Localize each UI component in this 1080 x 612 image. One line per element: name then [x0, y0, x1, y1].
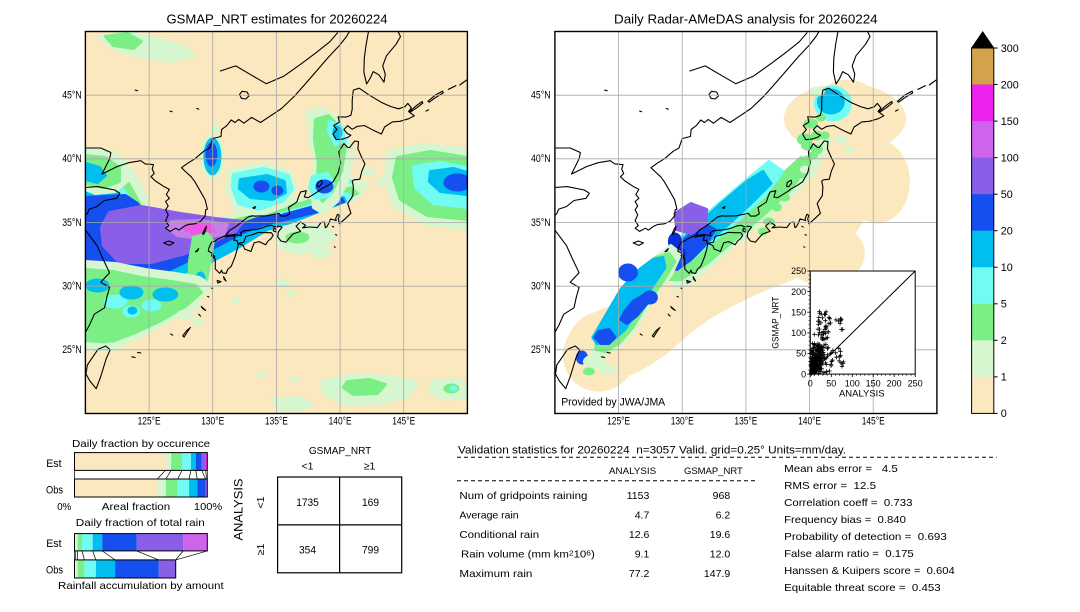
svg-text:Probability of detection = 0.: Probability of detection = 0.693	[784, 532, 947, 543]
svg-text:9.1: 9.1	[635, 548, 650, 560]
svg-text:0: 0	[808, 378, 813, 388]
svg-text:50: 50	[1001, 189, 1013, 201]
svg-text:1153: 1153	[627, 490, 650, 502]
svg-text:Conditional rain: Conditional rain	[459, 530, 539, 541]
svg-text:45°N: 45°N	[62, 90, 82, 102]
svg-text:200: 200	[887, 378, 902, 388]
svg-text:968: 968	[713, 490, 731, 502]
svg-text:25°N: 25°N	[62, 344, 82, 356]
svg-text:ANALYSIS: ANALYSIS	[839, 389, 885, 399]
svg-text:35°N: 35°N	[62, 217, 82, 229]
svg-text:RMS error = 12.5: RMS error = 12.5	[784, 481, 876, 492]
svg-text:4.7: 4.7	[635, 509, 650, 521]
svg-text:130°E: 130°E	[201, 415, 224, 427]
svg-text:Provided by JWA/JMA: Provided by JWA/JMA	[561, 397, 666, 409]
svg-text:GSMAP_NRT: GSMAP_NRT	[309, 446, 372, 457]
svg-text:≥1: ≥1	[255, 544, 267, 556]
svg-text:10: 10	[1001, 262, 1013, 274]
svg-text:Obs: Obs	[46, 485, 63, 497]
svg-text:25°N: 25°N	[531, 344, 551, 356]
svg-text:2: 2	[1001, 335, 1007, 347]
svg-text:145°E: 145°E	[862, 415, 885, 427]
svg-text:GSMAP_NRT estimates for 202602: GSMAP_NRT estimates for 20260224	[167, 12, 388, 27]
svg-text:250: 250	[791, 266, 806, 276]
svg-text:1735: 1735	[296, 497, 319, 509]
svg-text:125°E: 125°E	[138, 415, 161, 427]
svg-text:ANALYSIS: ANALYSIS	[609, 466, 656, 477]
svg-text:35°N: 35°N	[531, 217, 551, 229]
svg-text:20: 20	[1001, 226, 1013, 238]
svg-text:ANALYSIS: ANALYSIS	[234, 478, 246, 540]
svg-text:1: 1	[1001, 372, 1007, 384]
svg-text:19.6: 19.6	[710, 529, 731, 541]
svg-text:5: 5	[1001, 299, 1007, 311]
svg-text:135°E: 135°E	[265, 415, 288, 427]
svg-text:Frequency bias = 0.840: Frequency bias = 0.840	[784, 515, 906, 526]
svg-text:Areal fraction: Areal fraction	[102, 502, 171, 513]
svg-text:40°N: 40°N	[531, 153, 551, 165]
svg-text:Mean abs error = 4.5: Mean abs error = 4.5	[784, 464, 898, 475]
svg-text:Validation statistics for 2026: Validation statistics for 20260224 n=305…	[458, 445, 846, 457]
svg-text:40°N: 40°N	[62, 153, 82, 165]
svg-text:125°E: 125°E	[607, 415, 630, 427]
svg-text:354: 354	[299, 545, 316, 557]
svg-text:Equitable threat score = 0.45: Equitable threat score = 0.453	[784, 583, 941, 594]
svg-text:200: 200	[791, 287, 806, 297]
svg-text:140°E: 140°E	[329, 415, 352, 427]
svg-text:≥1: ≥1	[364, 461, 376, 473]
svg-text:45°N: 45°N	[531, 90, 551, 102]
svg-text:Daily fraction of total rain: Daily fraction of total rain	[76, 518, 205, 529]
svg-text:799: 799	[362, 545, 379, 557]
svg-text:200: 200	[1001, 79, 1019, 91]
svg-text:0: 0	[1001, 408, 1007, 420]
svg-text:135°E: 135°E	[734, 415, 757, 427]
svg-text:150: 150	[791, 307, 806, 317]
svg-text:140°E: 140°E	[798, 415, 821, 427]
svg-text:169: 169	[362, 497, 379, 509]
svg-text:6.2: 6.2	[716, 509, 731, 521]
svg-text:30°N: 30°N	[62, 281, 82, 293]
svg-text:GSMAP_NRT: GSMAP_NRT	[684, 466, 743, 477]
svg-text:False alarm ratio = 0.175: False alarm ratio = 0.175	[784, 549, 914, 560]
svg-text:0: 0	[801, 369, 806, 379]
svg-text:Rainfall accumulation by amoun: Rainfall accumulation by amount	[58, 581, 224, 592]
svg-text:Daily Radar-AMeDAS analysis fo: Daily Radar-AMeDAS analysis for 20260224	[614, 12, 878, 27]
svg-text:12.0: 12.0	[710, 548, 731, 560]
svg-text:Average rain: Average rain	[459, 510, 518, 521]
svg-text:50: 50	[826, 378, 836, 388]
svg-text:100%: 100%	[194, 502, 222, 513]
svg-text:Daily fraction by occurence: Daily fraction by occurence	[72, 439, 210, 450]
svg-text:GSMAP_NRT: GSMAP_NRT	[771, 296, 781, 348]
svg-text:Est: Est	[46, 538, 61, 550]
svg-text:Obs: Obs	[46, 565, 63, 577]
svg-text:Maximum rain: Maximum rain	[459, 569, 532, 580]
svg-text:300: 300	[1001, 43, 1019, 55]
svg-text:0%: 0%	[57, 502, 71, 513]
svg-text:100: 100	[1001, 152, 1019, 164]
svg-text:77.2: 77.2	[629, 568, 650, 580]
svg-text:Correlation coeff = 0.733: Correlation coeff = 0.733	[784, 498, 913, 509]
svg-text:150: 150	[1001, 116, 1019, 128]
svg-text:<1: <1	[255, 496, 267, 508]
svg-text:130°E: 130°E	[671, 415, 694, 427]
svg-text:<1: <1	[302, 461, 314, 473]
svg-text:Num of gridpoints raining: Num of gridpoints raining	[459, 491, 587, 502]
svg-text:145°E: 145°E	[392, 415, 415, 427]
svg-text:12.6: 12.6	[629, 529, 650, 541]
svg-text:147.9: 147.9	[704, 568, 730, 580]
svg-text:Hanssen & Kuipers score = 0.6: Hanssen & Kuipers score = 0.604	[784, 566, 955, 577]
svg-text:30°N: 30°N	[531, 281, 551, 293]
svg-text:150: 150	[866, 378, 881, 388]
svg-text:100: 100	[845, 378, 860, 388]
svg-text:250: 250	[908, 378, 923, 388]
svg-text:50: 50	[796, 349, 806, 359]
svg-text:100: 100	[791, 328, 806, 338]
svg-text:Est: Est	[46, 458, 61, 470]
